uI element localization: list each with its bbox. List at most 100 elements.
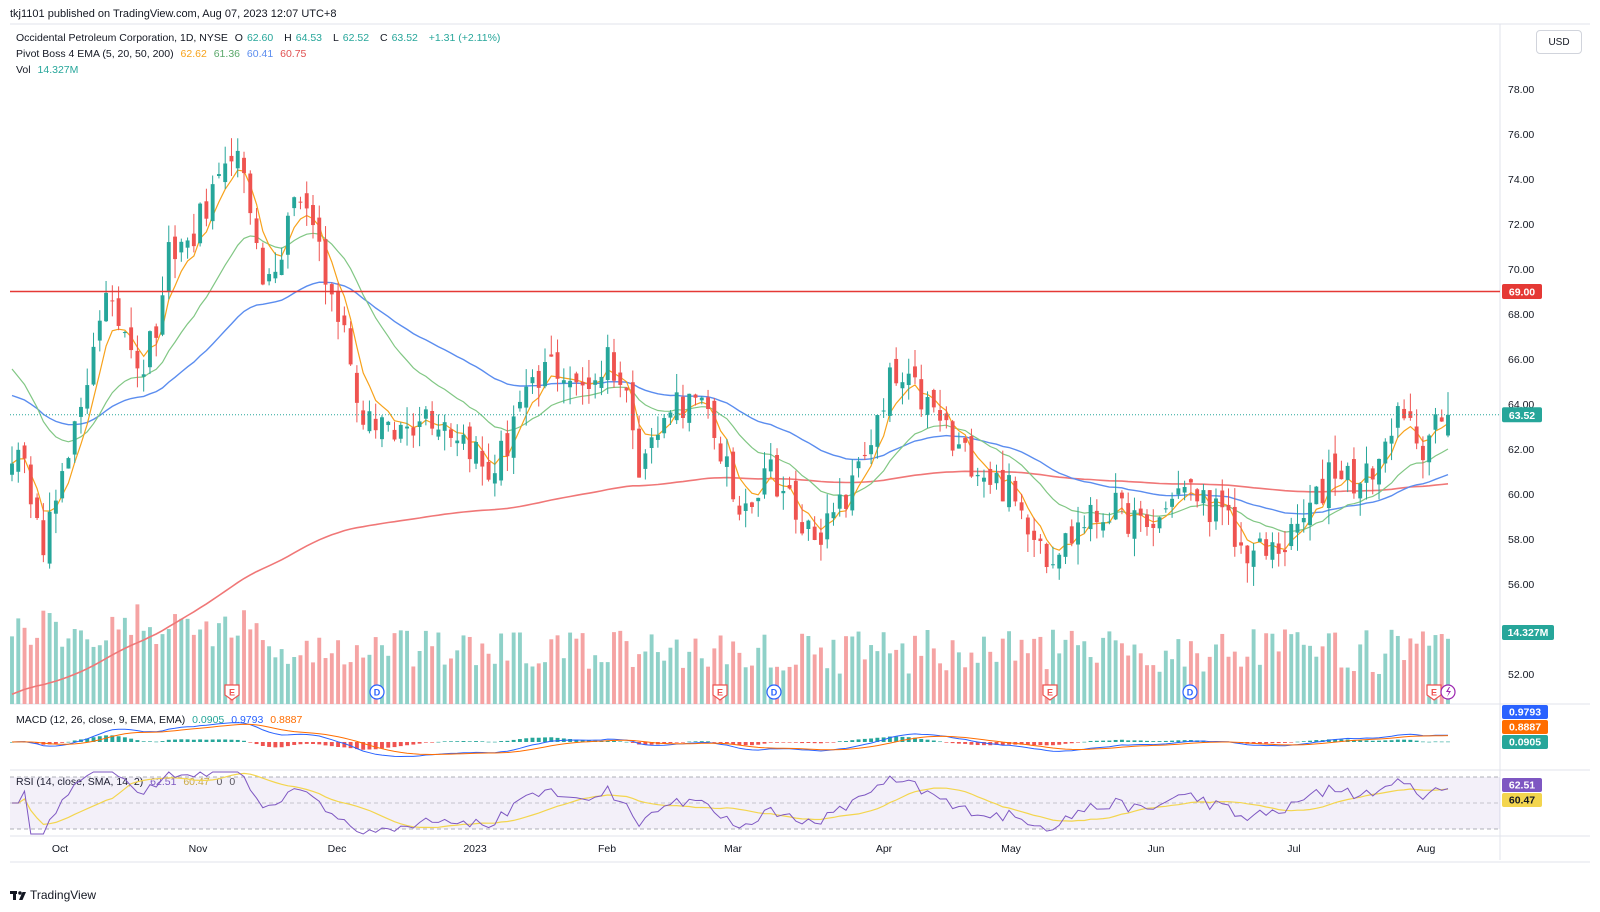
macd-hist-bar: [53, 742, 58, 744]
candle-body: [279, 259, 284, 276]
volume-bar: [1308, 645, 1312, 704]
volume-bar: [630, 666, 635, 704]
macd-hist-bar: [91, 737, 96, 742]
volume-bar: [731, 641, 736, 704]
publisher-user[interactable]: tkj1101: [10, 8, 45, 20]
candle-body: [1333, 453, 1338, 479]
macd-hist-bar: [66, 741, 71, 743]
price-tick-label: 58.00: [1508, 534, 1534, 546]
ema200-value: 60.75: [280, 48, 307, 60]
volume-bar: [1013, 660, 1018, 704]
volume-bar: [348, 662, 353, 704]
macd-hist-bar: [1301, 741, 1306, 742]
ema50-path: [11, 281, 1449, 515]
candle-body: [561, 380, 566, 384]
macd-hist-bar: [1351, 740, 1356, 742]
macd-hist-bar: [1063, 742, 1068, 744]
volume-bar: [787, 666, 792, 704]
candle-body: [216, 174, 221, 177]
volume-bar: [436, 632, 441, 704]
macd-hist-bar: [787, 742, 792, 743]
candle-body: [662, 418, 667, 434]
candle-body: [524, 386, 529, 408]
volume-bar: [812, 654, 817, 704]
candle-body: [900, 382, 905, 389]
volume-bar: [1082, 641, 1087, 704]
macd-hist-bar: [204, 739, 209, 742]
volume-bar: [1245, 656, 1250, 704]
volume-bar: [969, 652, 974, 704]
macd-hist-bar: [292, 742, 297, 745]
volume-bar: [242, 610, 246, 704]
macd-hist-bar: [1082, 741, 1087, 743]
volume-bars: [10, 604, 1450, 704]
macd-hist-bar: [449, 741, 453, 742]
candle-body: [1063, 533, 1068, 557]
currency-button[interactable]: USD: [1536, 30, 1582, 54]
earnings-marker: [1426, 684, 1442, 701]
ema-legend[interactable]: Pivot Boss 4 EMA (5, 20, 50, 200) 62.62 …: [16, 48, 310, 60]
volume-bar: [555, 635, 560, 704]
candle-body: [931, 389, 936, 408]
macd-hist-bar: [311, 742, 315, 744]
macd-hist-bar: [317, 742, 322, 745]
volume-bar: [449, 658, 453, 704]
time-tick-label: May: [1001, 843, 1022, 855]
rsi-extra2: 0: [229, 776, 236, 788]
candle-body: [887, 367, 892, 416]
volume-bar: [342, 664, 347, 704]
volume-bar: [1232, 651, 1237, 704]
time-tick-label: Mar: [724, 843, 743, 855]
candle-body: [273, 271, 278, 279]
volume-bar: [931, 648, 936, 704]
candle-body: [1195, 489, 1200, 502]
volume-bar: [1446, 638, 1450, 704]
volume-bar: [411, 666, 416, 704]
volume-bar: [279, 649, 284, 704]
macd-hist-bar: [511, 739, 516, 742]
macd-legend[interactable]: MACD (12, 26, close, 9, EMA, EMA) 0.0905…: [16, 714, 306, 726]
ema20-value: 61.36: [213, 48, 240, 60]
event-marker-label: E: [229, 688, 235, 698]
symbol-legend[interactable]: Occidental Petroleum Corporation, 1D, NY…: [16, 32, 504, 44]
candle-body: [267, 274, 272, 282]
rsi-legend[interactable]: RSI (14, close, SMA, 14, 2) 62.51 60.47 …: [16, 776, 239, 788]
candle-body: [242, 157, 246, 174]
candle-body: [1420, 445, 1425, 461]
volume-bar: [298, 655, 303, 704]
macd-hist-bar: [160, 741, 165, 742]
candle-body: [536, 370, 541, 388]
footer-logo[interactable]: TradingView: [10, 888, 96, 902]
volume-bar: [1182, 666, 1187, 704]
candle-body: [1377, 458, 1381, 485]
candle-body: [812, 526, 817, 540]
macd-hist-axis-label: 0.0905: [1502, 735, 1548, 749]
macd-hist-bar: [1333, 739, 1338, 742]
volume-bar: [1019, 639, 1024, 704]
macd-hist-bar: [1182, 740, 1187, 742]
volume-bar: [756, 647, 761, 704]
candle-body: [1283, 549, 1287, 553]
macd-hist-bar: [260, 742, 265, 746]
macd-hist-bar: [248, 742, 253, 743]
volume-bar: [1032, 638, 1037, 704]
macd-hist-bar: [97, 736, 102, 742]
svg-text:69.00: 69.00: [1509, 287, 1535, 299]
price-tick-label: 56.00: [1508, 579, 1534, 591]
volume-bar: [511, 632, 516, 704]
macd-hist-bar: [530, 737, 535, 742]
macd-hist-bar: [198, 739, 203, 742]
candle-body: [1446, 414, 1450, 436]
macd-hist-bar: [474, 741, 478, 742]
candle-body: [204, 201, 209, 219]
candle-body: [348, 328, 353, 365]
volume-legend[interactable]: Vol 14.327M: [16, 64, 82, 76]
volume-bar: [543, 662, 547, 704]
candle-body: [160, 295, 165, 335]
candle-body: [1395, 406, 1400, 428]
svg-text:62.51: 62.51: [1509, 780, 1535, 792]
macd-hist-bar: [1276, 742, 1281, 744]
macd-hist-bar: [279, 742, 284, 748]
